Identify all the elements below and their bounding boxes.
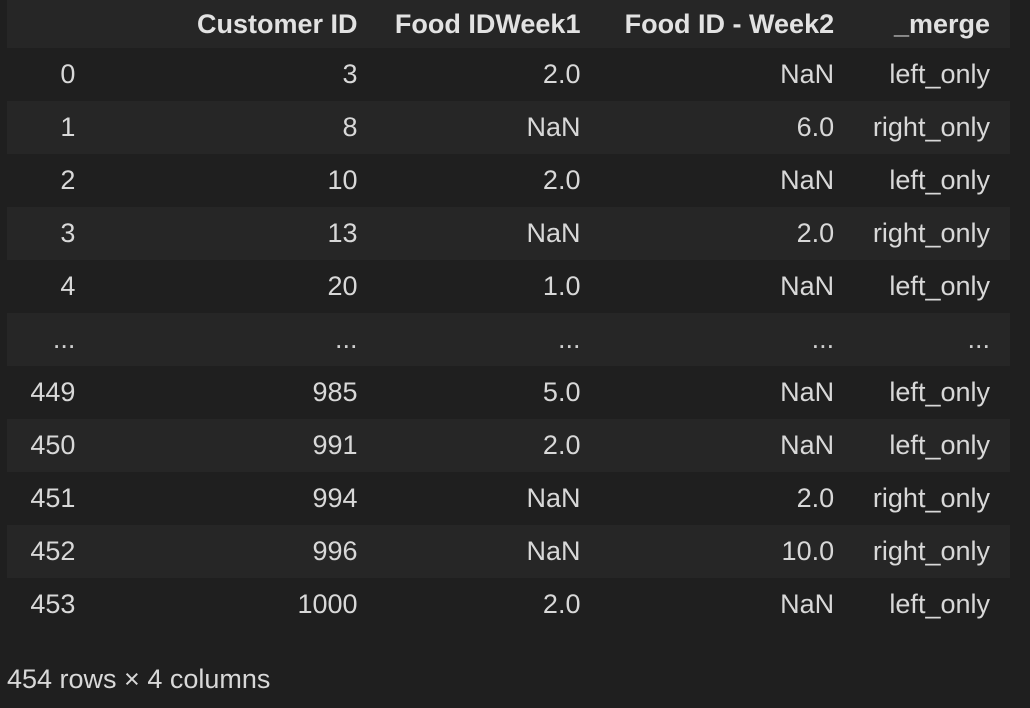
cell-food-id-week2: 2.0 [796, 218, 835, 248]
cell-food-id-week2: NaN [780, 165, 835, 195]
cell-merge: left_only [889, 589, 990, 619]
row-index: 4 [60, 271, 76, 301]
cell-food-id-week1: 1.0 [542, 271, 581, 301]
cell-merge: right_only [872, 483, 990, 513]
cell-customer-id: 8 [342, 112, 358, 142]
table-row: 451 994 NaN 2.0 right_only [7, 472, 1010, 525]
cell-food-id-week2: 6.0 [796, 112, 835, 142]
row-index: 2 [60, 165, 76, 195]
cell-customer-id: 996 [312, 536, 358, 566]
row-index: 449 [30, 377, 76, 407]
row-index: 3 [60, 218, 76, 248]
cell-customer-id: 10 [327, 165, 358, 195]
cell-customer-id: 991 [312, 430, 358, 460]
cell-merge: left_only [889, 377, 990, 407]
cell-food-id-week2: NaN [780, 430, 835, 460]
table-row: 449 985 5.0 NaN left_only [7, 366, 1010, 419]
cell-food-id-week1: 2.0 [542, 589, 581, 619]
row-index: 451 [30, 483, 76, 513]
cell-food-id-week1: 5.0 [542, 377, 581, 407]
table-row: 450 991 2.0 NaN left_only [7, 419, 1010, 472]
cell-customer-id: ... [335, 324, 358, 354]
cell-food-id-week1: NaN [526, 218, 581, 248]
table-row: ............... [7, 313, 1010, 366]
row-index: 450 [30, 430, 76, 460]
cell-merge: ... [967, 324, 990, 354]
cell-customer-id: 994 [312, 483, 358, 513]
cell-food-id-week2: ... [811, 324, 835, 354]
table-row: 2 10 2.0 NaN left_only [7, 154, 1010, 207]
table-row: 0 3 2.0 NaN left_only [7, 48, 1010, 101]
row-index: 0 [60, 59, 76, 89]
table-body: 0 3 2.0 NaN left_only 1 8 NaN 6.0 right_only 2 10 2.… [7, 48, 1010, 631]
table-row: 4 20 1.0 NaN left_only [7, 260, 1010, 313]
cell-merge: left_only [889, 165, 990, 195]
table-row: 452 996 NaN 10.0 right_only [7, 525, 1010, 578]
cell-food-id-week1: 2.0 [542, 59, 581, 89]
dataframe-shape-text: 454 rows × 4 columns [7, 664, 271, 694]
cell-merge: left_only [889, 271, 990, 301]
cell-customer-id: 3 [342, 59, 358, 89]
cell-merge: right_only [872, 112, 990, 142]
cell-customer-id: 1000 [297, 589, 358, 619]
cell-food-id-week1: 2.0 [542, 430, 581, 460]
table-row: 1 8 NaN 6.0 right_only [7, 101, 1010, 154]
cell-food-id-week1: NaN [526, 112, 581, 142]
row-index: ... [52, 324, 76, 354]
cell-food-id-week2: NaN [780, 59, 835, 89]
cell-customer-id: 985 [312, 377, 358, 407]
cell-food-id-week2: NaN [780, 377, 835, 407]
row-index: 452 [30, 536, 76, 566]
table-row: 453 1000 2.0 NaN left_only [7, 578, 1010, 631]
cell-food-id-week1: NaN [526, 483, 581, 513]
column-header-food-id-week2: Food ID - Week2 [624, 8, 835, 39]
cell-food-id-week1: 2.0 [542, 165, 581, 195]
row-index: 453 [30, 589, 76, 619]
cell-food-id-week2: 10.0 [781, 536, 835, 566]
cell-food-id-week1: NaN [526, 536, 581, 566]
column-header-merge: _merge [893, 8, 990, 39]
cell-merge: left_only [889, 59, 990, 89]
column-header-customer-id: Customer ID [197, 8, 358, 39]
cell-merge: right_only [872, 218, 990, 248]
cell-customer-id: 13 [327, 218, 358, 248]
cell-food-id-week1: ... [557, 324, 581, 354]
cell-customer-id: 20 [327, 271, 358, 301]
column-header-food-id-week1: Food IDWeek1 [394, 8, 581, 39]
cell-merge: left_only [889, 430, 990, 460]
cell-food-id-week2: NaN [780, 271, 835, 301]
dataframe-table: Customer ID Food IDWeek1 Food ID - Week2… [7, 0, 1010, 631]
table-header-row: Customer ID Food IDWeek1 Food ID - Week2… [7, 0, 1010, 48]
cell-food-id-week2: 2.0 [796, 483, 835, 513]
cell-merge: right_only [872, 536, 990, 566]
cell-food-id-week2: NaN [780, 589, 835, 619]
table-row: 3 13 NaN 2.0 right_only [7, 207, 1010, 260]
row-index: 1 [60, 112, 76, 142]
